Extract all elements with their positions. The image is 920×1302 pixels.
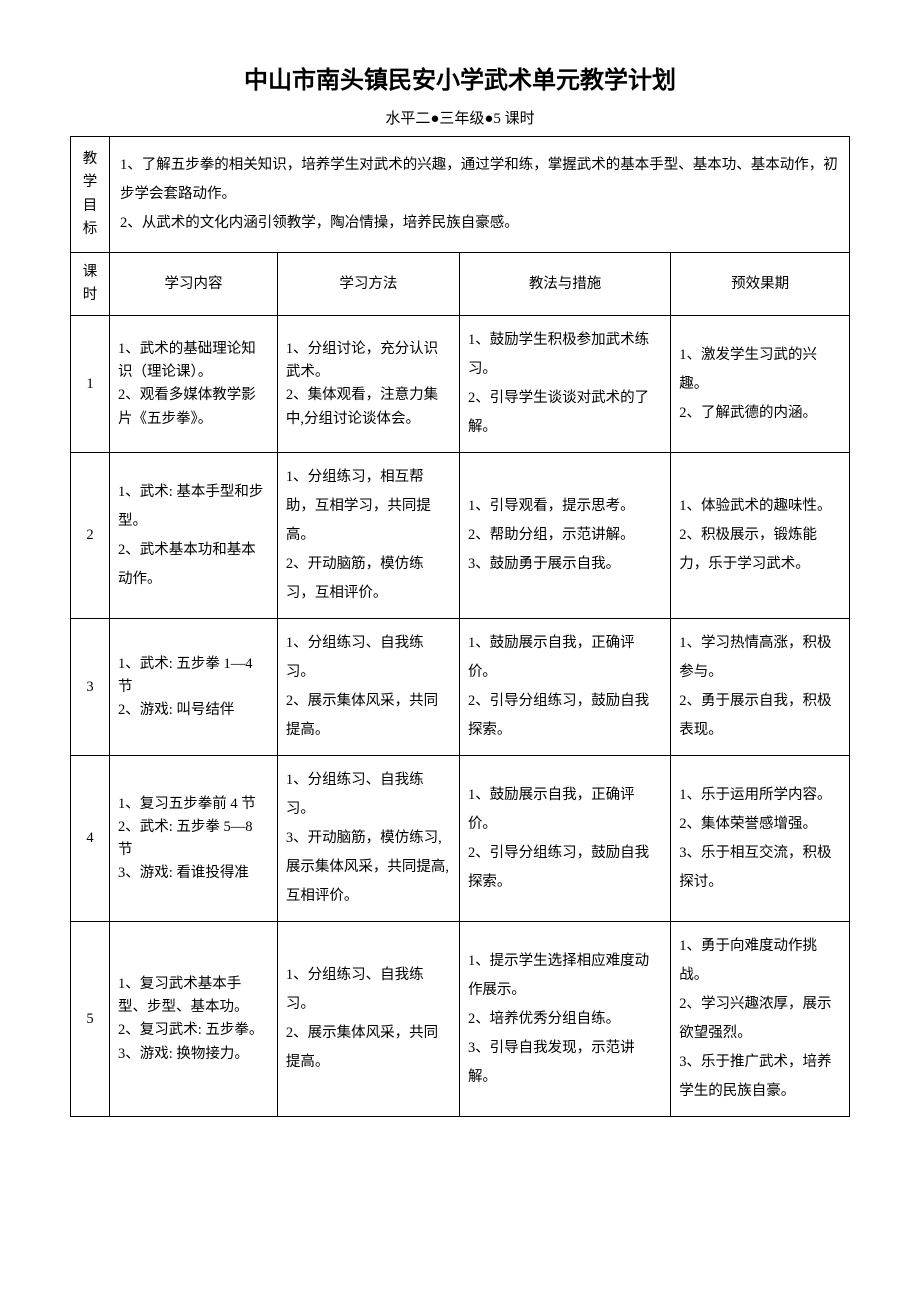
row-num: 1 [71, 316, 110, 453]
row-num: 4 [71, 756, 110, 922]
header-row: 课 时 学习内容 学习方法 教法与措施 预效果期 [71, 253, 850, 316]
goals-label: 教 学 目 标 [71, 137, 110, 253]
row-method: 1、分组练习、自我练习。 3、开动脑筋，模仿练习,展示集体风采，共同提高,互相评… [277, 756, 459, 922]
header-lesson: 课 时 [71, 253, 110, 316]
row-outcome: 1、乐于运用所学内容。 2、集体荣誉感增强。 3、乐于相互交流，积极探讨。 [671, 756, 850, 922]
row-num: 2 [71, 453, 110, 619]
row-method: 1、分组练习、自我练习。 2、展示集体风采，共同提高。 [277, 922, 459, 1117]
header-outcome: 预效果期 [671, 253, 850, 316]
row-teaching: 1、鼓励展示自我，正确评价。 2、引导分组练习，鼓励自我探索。 [459, 756, 670, 922]
table-row: 5 1、复习武术基本手型、步型、基本功。 2、复习武术: 五步拳。 3、游戏: … [71, 922, 850, 1117]
row-num: 3 [71, 619, 110, 756]
row-outcome: 1、激发学生习武的兴趣。 2、了解武德的内涵。 [671, 316, 850, 453]
plan-table: 教 学 目 标 1、了解五步拳的相关知识，培养学生对武术的兴趣，通过学和练，掌握… [70, 136, 850, 1117]
row-content: 1、武术: 基本手型和步型。 2、武术基本功和基本动作。 [110, 453, 278, 619]
row-teaching: 1、引导观看，提示思考。 2、帮助分组，示范讲解。 3、鼓励勇于展示自我。 [459, 453, 670, 619]
row-content: 1、武术的基础理论知识（理论课）。 2、观看多媒体教学影片《五步拳》。 [110, 316, 278, 453]
goals-content: 1、了解五步拳的相关知识，培养学生对武术的兴趣，通过学和练，掌握武术的基本手型、… [110, 137, 850, 253]
row-teaching: 1、鼓励学生积极参加武术练习。 2、引导学生谈谈对武术的了解。 [459, 316, 670, 453]
header-method: 学习方法 [277, 253, 459, 316]
goals-row: 教 学 目 标 1、了解五步拳的相关知识，培养学生对武术的兴趣，通过学和练，掌握… [71, 137, 850, 253]
row-num: 5 [71, 922, 110, 1117]
row-content: 1、复习武术基本手型、步型、基本功。 2、复习武术: 五步拳。 3、游戏: 换物… [110, 922, 278, 1117]
document-subtitle: 水平二●三年级●5 课时 [70, 107, 850, 128]
row-method: 1、分组讨论，充分认识武术。 2、集体观看，注意力集中,分组讨论谈体会。 [277, 316, 459, 453]
document-title: 中山市南头镇民安小学武术单元教学计划 [70, 60, 850, 95]
row-teaching: 1、提示学生选择相应难度动作展示。 2、培养优秀分组自练。 3、引导自我发现，示… [459, 922, 670, 1117]
table-row: 3 1、武术: 五步拳 1—4 节 2、游戏: 叫号结伴 1、分组练习、自我练习… [71, 619, 850, 756]
row-outcome: 1、学习热情高涨，积极参与。 2、勇于展示自我，积极表现。 [671, 619, 850, 756]
row-outcome: 1、体验武术的趣味性。 2、积极展示，锻炼能力，乐于学习武术。 [671, 453, 850, 619]
row-method: 1、分组练习，相互帮助，互相学习，共同提高。 2、开动脑筋，模仿练习，互相评价。 [277, 453, 459, 619]
row-content: 1、复习五步拳前 4 节 2、武术: 五步拳 5—8 节 3、游戏: 看谁投得准 [110, 756, 278, 922]
row-teaching: 1、鼓励展示自我，正确评价。 2、引导分组练习，鼓励自我探索。 [459, 619, 670, 756]
row-method: 1、分组练习、自我练习。 2、展示集体风采，共同提高。 [277, 619, 459, 756]
table-row: 1 1、武术的基础理论知识（理论课）。 2、观看多媒体教学影片《五步拳》。 1、… [71, 316, 850, 453]
row-content: 1、武术: 五步拳 1—4 节 2、游戏: 叫号结伴 [110, 619, 278, 756]
header-content: 学习内容 [110, 253, 278, 316]
row-outcome: 1、勇于向难度动作挑战。 2、学习兴趣浓厚，展示欲望强烈。 3、乐于推广武术，培… [671, 922, 850, 1117]
header-teaching: 教法与措施 [459, 253, 670, 316]
table-row: 4 1、复习五步拳前 4 节 2、武术: 五步拳 5—8 节 3、游戏: 看谁投… [71, 756, 850, 922]
table-row: 2 1、武术: 基本手型和步型。 2、武术基本功和基本动作。 1、分组练习，相互… [71, 453, 850, 619]
